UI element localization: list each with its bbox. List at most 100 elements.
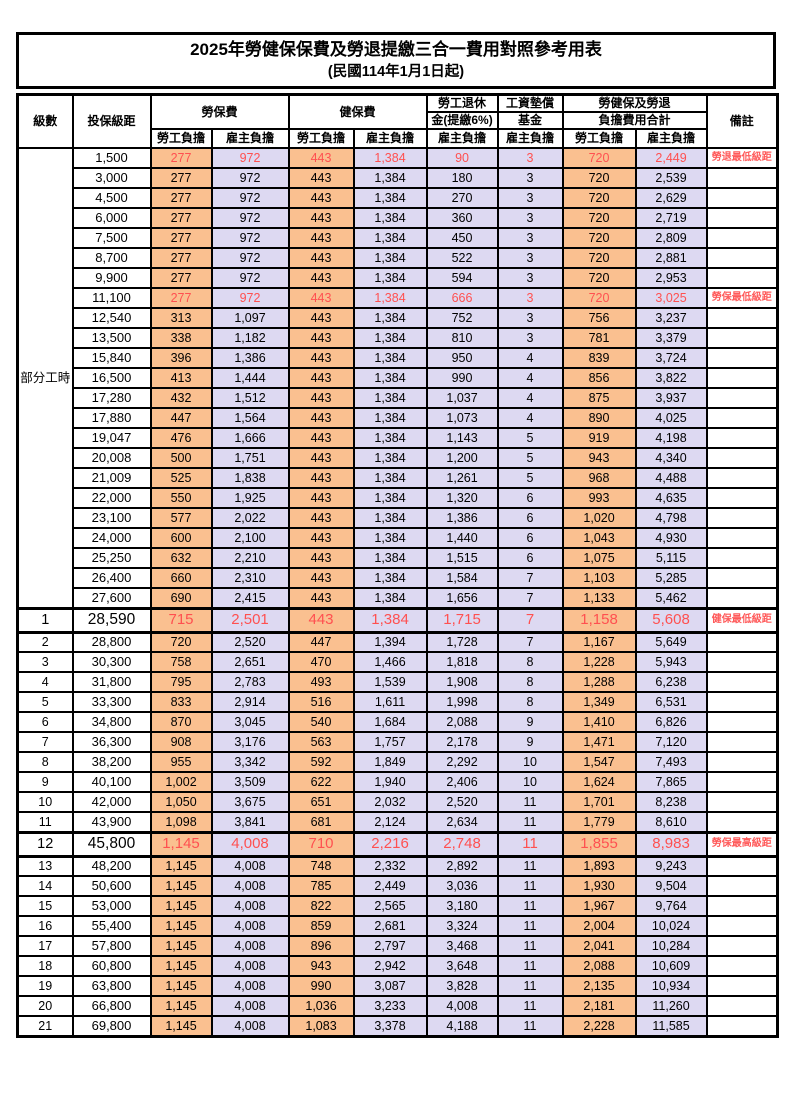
cell-pension-employer: 752 [425,307,499,329]
cell-pension-employer: 1,908 [425,671,499,693]
cell-total-employee: 756 [561,307,637,329]
cell-total-employee: 1,930 [561,875,637,897]
cell-wage-fund-employer: 3 [496,287,564,309]
cell-wage-fund-employer: 10 [496,771,564,793]
cell-health-ins-employer: 1,384 [352,147,428,169]
cell-total-employee: 1,779 [561,811,637,833]
table-row: 16,500 413 1,444 443 1,384 990 4 856 3,822 [18,367,779,389]
cell-labor-ins-employer: 972 [210,287,290,309]
cell-level: 7 [16,731,74,753]
cell-labor-ins-employee: 277 [149,167,213,189]
cell-health-ins-employer: 1,384 [352,507,428,529]
cell-health-ins-employee: 443 [287,227,355,249]
cell-health-ins-employer: 1,384 [352,307,428,329]
table-row: 13 48,200 1,145 4,008 748 2,332 2,892 11 1,893 9,… [16,855,779,877]
cell-pension-employer: 990 [425,367,499,389]
col-header-remarks: 備註 [705,93,779,149]
cell-wage-fund-employer: 7 [496,606,564,634]
cell-health-ins-employer: 1,384 [352,547,428,569]
table-row: 3 30,300 758 2,651 470 1,466 1,818 8 1,228 5,943 [16,651,779,673]
cell-health-ins-employer: 1,384 [352,527,428,549]
cell-health-ins-employer: 1,684 [352,711,428,733]
cell-labor-ins-employee: 1,002 [149,771,213,793]
cell-labor-ins-employee: 715 [149,606,213,634]
cell-wage-fund-employer: 5 [496,427,564,449]
cell-level: 13 [16,855,74,877]
cell-total-employee: 968 [561,467,637,489]
cell-pension-employer: 950 [425,347,499,369]
cell-health-ins-employee: 493 [287,671,355,693]
cell-labor-ins-employee: 795 [149,671,213,693]
cell-health-ins-employer: 1,539 [352,671,428,693]
cell-wage-fund-employer: 11 [496,855,564,877]
cell-health-ins-employer: 1,384 [352,447,428,469]
cell-bracket: 7,500 [71,227,152,249]
cell-pension-employer: 4,008 [425,995,499,1017]
cell-remark: 勞退最低級距 [705,147,779,169]
cell-wage-fund-employer: 3 [496,147,564,169]
premium-table: 級數 投保級距 勞保費 健保費 勞工退休 工資墊償 勞健保及勞退 備註 金(提繳… [16,93,780,1038]
cell-health-ins-employee: 1,036 [287,995,355,1017]
cell-pension-employer: 1,037 [425,387,499,409]
cell-total-employee: 720 [561,187,637,209]
cell-health-ins-employer: 1,384 [352,567,428,589]
cell-labor-ins-employer: 4,008 [210,1015,290,1037]
cell-wage-fund-employer: 11 [496,955,564,977]
cell-wage-fund-employer: 4 [496,407,564,429]
cell-wage-fund-employer: 5 [496,467,564,489]
cell-remark [705,587,779,609]
cell-health-ins-employer: 1,384 [352,347,428,369]
table-row: 3,000 277 972 443 1,384 180 3 720 2,539 [18,167,779,189]
cell-labor-ins-employee: 447 [149,407,213,429]
cell-pension-employer: 3,036 [425,875,499,897]
cell-labor-ins-employer: 2,022 [210,507,290,529]
cell-level: 11 [16,811,74,833]
table-row: 5 33,300 833 2,914 516 1,611 1,998 8 1,349 6,531 [16,691,779,713]
cell-total-employee: 720 [561,167,637,189]
cell-pension-employer: 3,324 [425,915,499,937]
cell-labor-ins-employee: 1,145 [149,1015,213,1037]
cell-health-ins-employer: 1,384 [352,606,428,634]
cell-health-ins-employer: 1,384 [352,587,428,609]
cell-total-employer: 3,237 [634,307,708,329]
cell-wage-fund-employer: 3 [496,227,564,249]
cell-health-ins-employer: 1,384 [352,187,428,209]
cell-health-ins-employer: 1,384 [352,487,428,509]
cell-remark [705,1015,779,1037]
cell-total-employer: 10,934 [634,975,708,997]
cell-remark [705,227,779,249]
cell-remark [705,711,779,733]
cell-total-employer: 7,493 [634,751,708,773]
cell-wage-fund-employer: 11 [496,915,564,937]
table-row: 15 53,000 1,145 4,008 822 2,565 3,180 11 1,967 9,… [16,895,779,917]
cell-remark [705,995,779,1017]
table-row: 19,047 476 1,666 443 1,384 1,143 5 919 4,198 [18,427,779,449]
cell-total-employee: 1,167 [561,631,637,653]
cell-remark [705,651,779,673]
table-row: 22,000 550 1,925 443 1,384 1,320 6 993 4,635 [18,487,779,509]
cell-bracket: 34,800 [71,711,152,733]
cell-bracket: 16,500 [71,367,152,389]
table-row: 21 69,800 1,145 4,008 1,083 3,378 4,188 11 2,228… [16,1015,779,1037]
cell-remark [705,771,779,793]
cell-health-ins-employer: 2,332 [352,855,428,877]
col-header-bracket: 投保級距 [71,93,152,149]
table-row: 27,600 690 2,415 443 1,384 1,656 7 1,133 5,462 [18,587,779,609]
part-time-group-label: 部分工時 [16,147,74,609]
cell-remark [705,407,779,429]
cell-wage-fund-employer: 3 [496,167,564,189]
table-row: 4 31,800 795 2,783 493 1,539 1,908 8 1,288 6,238 [16,671,779,693]
cell-bracket: 22,000 [71,487,152,509]
cell-labor-ins-employee: 550 [149,487,213,509]
cell-labor-ins-employer: 1,666 [210,427,290,449]
cell-total-employer: 5,115 [634,547,708,569]
cell-pension-employer: 2,892 [425,855,499,877]
cell-health-ins-employer: 1,940 [352,771,428,793]
cell-labor-ins-employer: 1,564 [210,407,290,429]
cell-bracket: 1,500 [71,147,152,169]
cell-health-ins-employee: 443 [287,147,355,169]
col-header-health-insurance: 健保費 [287,93,428,130]
cell-bracket: 23,100 [71,507,152,529]
cell-total-employer: 5,285 [634,567,708,589]
cell-remark [705,507,779,529]
